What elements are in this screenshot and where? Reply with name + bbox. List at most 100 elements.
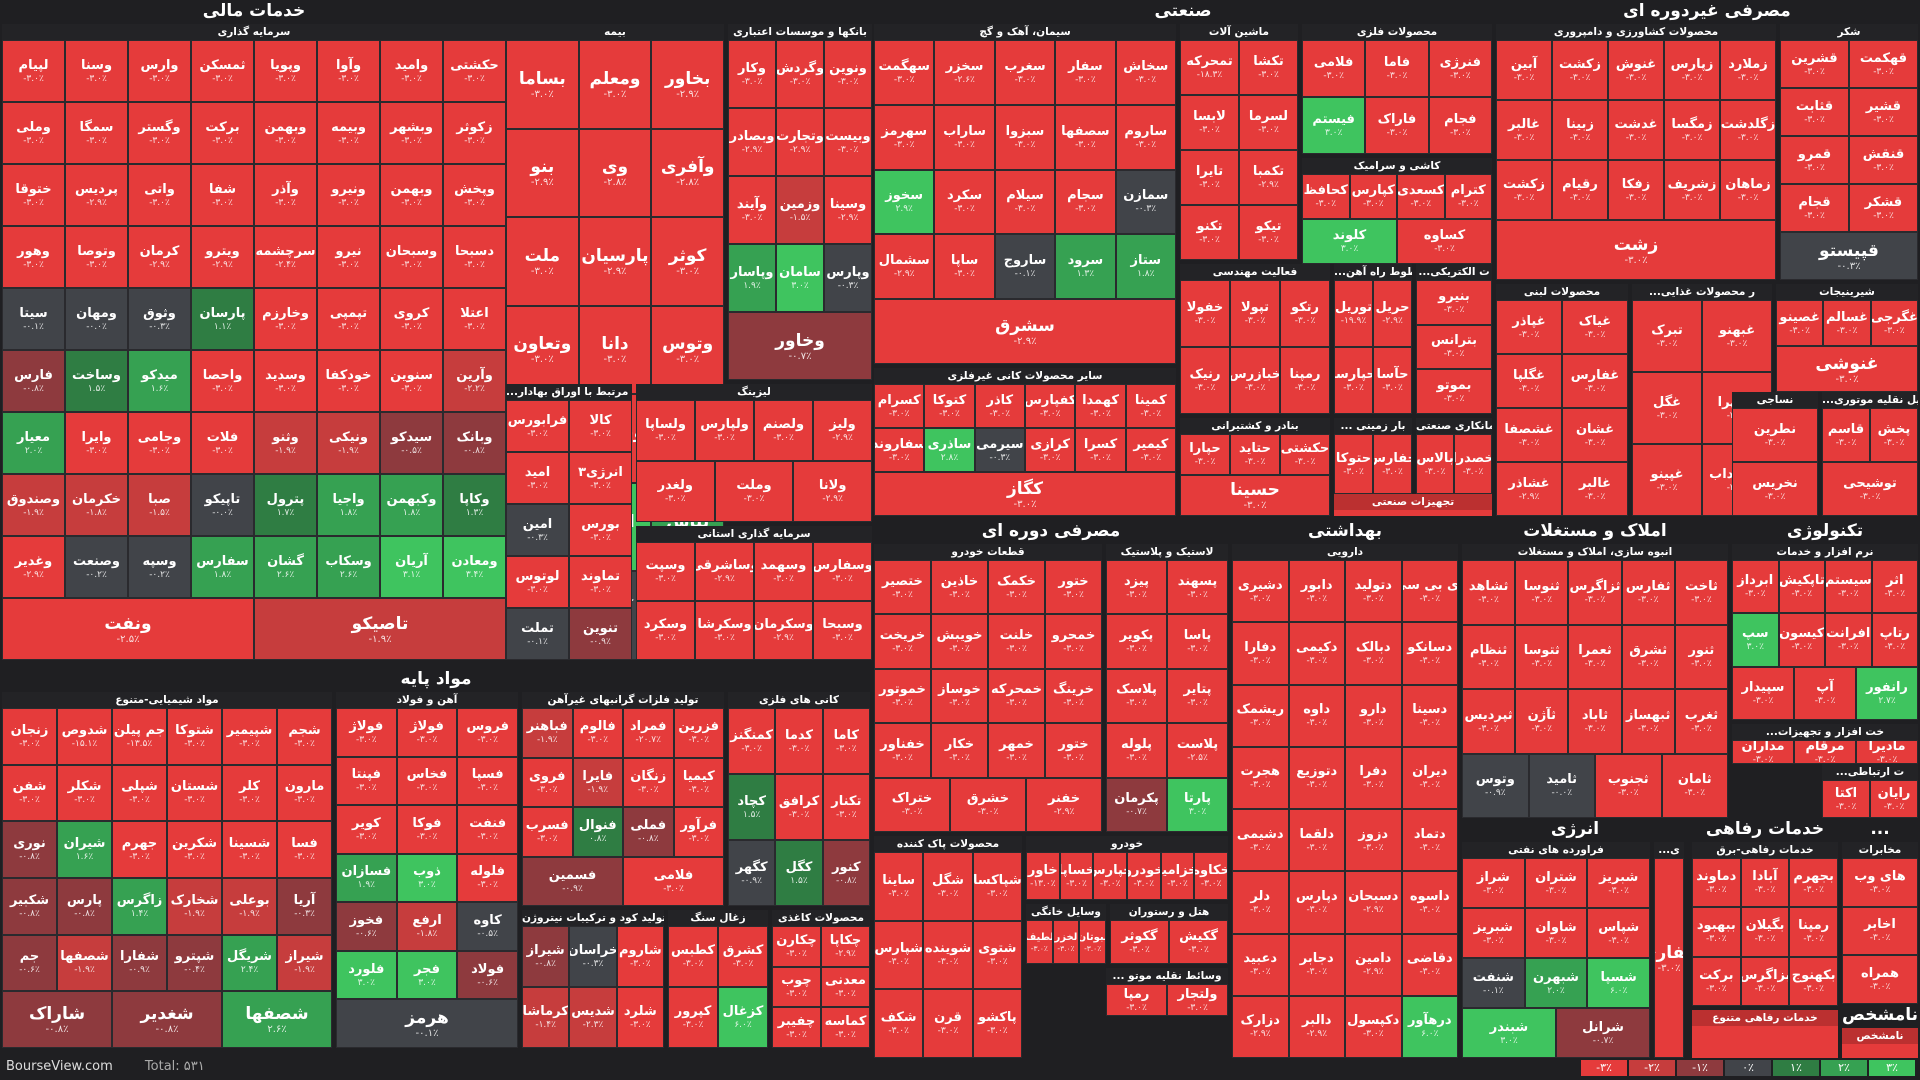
stock-tile[interactable]: فمراد -۲۰.۷٪ [623, 708, 674, 758]
stock-tile[interactable]: شپترو -۰.۴٪ [167, 934, 222, 992]
stock-tile[interactable]: ومعلم -۳.۰٪ [578, 40, 652, 129]
stock-tile[interactable]: پارسیان -۲.۹٪ [578, 217, 652, 306]
stock-tile[interactable]: وملی -۳.۰٪ [2, 102, 65, 164]
stock-tile[interactable]: ثمسکن -۳.۰٪ [191, 40, 254, 102]
stock-tile[interactable]: حآسا -۳.۰٪ [1373, 347, 1412, 414]
stock-tile[interactable]: زفکا -۳.۰٪ [1608, 160, 1664, 220]
stock-tile[interactable]: شپاکسا -۳.۰٪ [972, 852, 1022, 921]
stock-tile[interactable]: سجام -۳.۰٪ [1055, 169, 1116, 235]
stock-tile[interactable]: پلاسک -۳.۰٪ [1106, 668, 1167, 724]
stock-tile[interactable]: ساروم -۳.۰٪ [1115, 104, 1176, 170]
stock-tile[interactable]: زبینا -۳.۰٪ [1552, 100, 1608, 160]
stock-tile[interactable]: کاما -۳.۰٪ [822, 708, 870, 774]
stock-tile[interactable]: وساشرقی-۲.۹٪ [695, 542, 754, 601]
stock-tile[interactable]: ثعمرا -۳.۰٪ [1568, 624, 1622, 689]
stock-tile[interactable]: بوعلی -۱.۹٪ [222, 878, 277, 935]
stock-tile[interactable]: جم -۰.۶٪ [2, 934, 57, 992]
stock-tile[interactable]: دفرا -۳.۰٪ [1345, 746, 1402, 809]
stock-tile[interactable]: کلوند ۳.۰٪ [1302, 219, 1397, 264]
stock-tile[interactable]: شسپا ۶.۰٪ [1587, 958, 1650, 1008]
stock-tile[interactable]: ساذری ۲.۸٪ [924, 428, 975, 472]
stock-tile[interactable]: فرآور -۳.۰٪ [673, 807, 724, 857]
stock-tile[interactable]: شپارس -۳.۰٪ [874, 920, 924, 990]
stock-tile[interactable]: وسنا -۳.۰٪ [65, 40, 128, 102]
stock-tile[interactable]: خاذین -۳.۰٪ [931, 560, 988, 615]
industry-title[interactable]: ...ت ارتباطی [1822, 764, 1918, 780]
stock-tile[interactable]: غگرجی -۳.۰٪ [1870, 300, 1918, 346]
stock-tile[interactable]: کرافق -۳.۰٪ [775, 774, 823, 840]
stock-tile[interactable]: پاسا -۳.۰٪ [1167, 614, 1228, 669]
stock-tile[interactable]: شرانل -۰.۷٪ [1556, 1008, 1650, 1058]
stock-tile[interactable]: فلوله -۳.۰٪ [457, 853, 518, 903]
stock-tile[interactable]: زمگسا -۳.۰٪ [1664, 100, 1720, 160]
stock-tile[interactable]: وسپت -۳.۰٪ [636, 542, 695, 601]
stock-tile[interactable]: ثتوسا -۳.۰٪ [1515, 624, 1569, 689]
stock-tile[interactable]: چوب -۳.۰٪ [772, 966, 821, 1008]
industry-title[interactable]: تولید فلزات گرانبهای غیرآهن [522, 692, 724, 708]
sector-title[interactable]: املاک و مستغلات [1523, 521, 1667, 541]
stock-tile[interactable]: ویترو -۲.۹٪ [191, 226, 254, 288]
stock-tile[interactable]: فوکا -۳.۰٪ [396, 805, 458, 854]
stock-tile[interactable]: ومعادن ۳.۴٪ [443, 536, 506, 598]
stock-tile[interactable]: ثغرب -۳.۰٪ [1674, 689, 1728, 754]
stock-tile[interactable]: قشیر -۳.۰٪ [1849, 88, 1918, 136]
stock-tile[interactable]: فاراک -۳.۰٪ [1365, 97, 1429, 154]
industry-title[interactable]: سرمایه گذاری استانی [636, 526, 872, 542]
stock-tile[interactable]: مداران -۳.۰٪ [1732, 740, 1794, 764]
stock-tile[interactable]: کتوکا -۳.۰٪ [924, 384, 975, 428]
stock-tile[interactable]: گکیش -۳.۰٪ [1169, 920, 1228, 964]
stock-tile[interactable]: لخزر -۳.۰٪ [1052, 920, 1080, 964]
stock-tile[interactable]: توریل -۱۹.۹٪ [1334, 280, 1373, 347]
stock-tile[interactable]: توشیحی -۳.۰٪ [1822, 462, 1918, 516]
stock-tile[interactable]: سامان ۳.۰٪ [776, 244, 824, 312]
stock-tile[interactable]: بگیلان -۳.۰٪ [1740, 907, 1790, 957]
stock-tile[interactable]: فولاد -۰.۶٪ [457, 950, 518, 1000]
stock-tile[interactable]: آریا -۰.۳٪ [277, 878, 332, 935]
stock-tile[interactable]: خویبش -۳.۰٪ [931, 614, 988, 669]
industry-title[interactable]: نامشخص [1842, 1028, 1918, 1044]
stock-tile[interactable]: کهمدا -۳.۰٪ [1075, 384, 1126, 428]
stock-tile[interactable]: غپینو -۳.۰٪ [1632, 444, 1702, 516]
stock-tile[interactable]: کچاد ۱.۵٪ [728, 774, 776, 840]
stock-tile[interactable]: داسوه -۳.۰٪ [1401, 871, 1458, 934]
stock-tile[interactable]: کلر -۳.۰٪ [222, 764, 277, 822]
stock-tile[interactable]: سفار -۳.۰٪ [1055, 40, 1116, 105]
industry-title[interactable]: وسایل خانگی [1026, 904, 1106, 920]
stock-tile[interactable]: بالاس -۳.۰٪ [1416, 434, 1454, 494]
stock-tile[interactable]: ابرداز -۳.۰٪ [1732, 560, 1779, 614]
stock-tile[interactable]: فنفت -۳.۰٪ [457, 805, 518, 854]
stock-tile[interactable]: شستان -۳.۰٪ [167, 764, 222, 822]
stock-tile[interactable]: کدما -۳.۰٪ [775, 708, 823, 774]
stock-tile[interactable]: سفارس ۱.۸٪ [191, 536, 254, 598]
stock-tile[interactable]: حفاری-۳.۰٪ [1654, 858, 1684, 1058]
stock-tile[interactable]: سرود ۱.۳٪ [1055, 234, 1116, 300]
stock-tile[interactable]: وسدید -۳.۰٪ [254, 350, 317, 412]
stock-tile[interactable]: وسفارس -۳.۰٪ [813, 542, 872, 601]
stock-tile[interactable]: شصفها -۱.۹٪ [57, 934, 112, 992]
stock-tile[interactable]: فخوز -۰.۶٪ [336, 902, 397, 951]
stock-tile[interactable]: لابسا -۳.۰٪ [1180, 95, 1239, 150]
stock-tile[interactable]: میدکو ۱.۶٪ [128, 350, 191, 412]
stock-tile[interactable]: امید -۳.۰٪ [506, 452, 569, 504]
stock-tile[interactable]: ختراک -۳.۰٪ [874, 777, 950, 832]
stock-tile[interactable]: آبادا -۳.۰٪ [1740, 858, 1790, 908]
stock-tile[interactable]: تپولا -۳.۰٪ [1230, 280, 1280, 347]
industry-title[interactable]: قطعات خودرو [874, 544, 1102, 560]
stock-tile[interactable]: آبین -۳.۰٪ [1496, 40, 1552, 100]
stock-tile[interactable]: فسپا -۳.۰٪ [457, 756, 518, 806]
stock-tile[interactable]: تاصیکو -۱.۹٪ [254, 598, 506, 660]
stock-tile[interactable]: سفاروند -۳.۰٪ [874, 428, 925, 472]
stock-tile[interactable]: کفپارس -۳.۰٪ [1025, 384, 1076, 428]
sector-title[interactable]: نامشخص [1842, 1005, 1919, 1025]
stock-tile[interactable]: امین -۰.۳٪ [506, 504, 569, 556]
stock-tile[interactable]: وبیمه -۳.۰٪ [317, 102, 380, 164]
stock-tile[interactable]: غیاک -۳.۰٪ [1562, 300, 1628, 354]
stock-tile[interactable]: خودرو-۳.۰٪ [1127, 852, 1161, 900]
stock-tile[interactable]: دتولید -۳.۰٪ [1345, 560, 1402, 623]
stock-tile[interactable]: خودکفا -۳.۰٪ [317, 350, 380, 412]
stock-tile[interactable]: تایرا -۳.۰٪ [1180, 150, 1239, 205]
stock-tile[interactable]: شفارا -۰.۹٪ [112, 934, 167, 992]
stock-tile[interactable]: کگاز -۳.۰٪ [874, 472, 1176, 516]
stock-tile[interactable]: فایرا -۱.۹٪ [572, 757, 623, 807]
stock-tile[interactable]: کرازی -۳.۰٪ [1025, 428, 1076, 472]
